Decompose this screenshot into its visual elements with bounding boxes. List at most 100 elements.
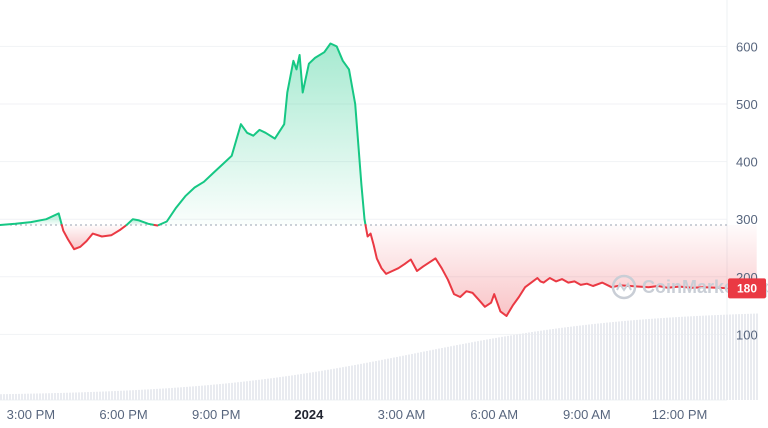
volume-bar [549,329,551,400]
volume-bar [717,314,719,400]
volume-bar [45,393,47,400]
volume-bar [117,390,119,400]
volume-bar [552,328,554,400]
volume-bar [594,323,596,400]
volume-bar [453,345,455,400]
volume-bar [618,321,620,400]
volume-bar [537,331,539,400]
volume-bar [534,331,536,400]
area-below-baseline [61,224,127,250]
last-price-badge: 180 [728,278,766,299]
volume-bar [711,315,713,400]
volume-bar [336,368,338,400]
line-segment-up [0,212,63,226]
volume-bar [303,373,305,400]
volume-bar [291,375,293,400]
volume-bar [591,324,593,400]
volume-bar [579,325,581,400]
volume-bar [600,323,602,400]
volume-bar [582,325,584,400]
volume-bar [255,380,257,400]
y-tick-label: 500 [736,97,758,112]
volume-bar [300,374,302,400]
volume-bar [648,318,650,400]
volume-bar [333,368,335,400]
volume-bar [411,353,413,400]
volume-bar [426,350,428,400]
x-tick-label: 6:00 AM [470,407,518,422]
volume-bar [573,326,575,400]
volume-bar [249,380,251,400]
volume-bar [510,335,512,400]
volume-bar [192,386,194,400]
line-segment-up [157,42,367,226]
volume-bar [210,384,212,400]
volume-bar [81,392,83,400]
volume-bar [705,315,707,400]
volume-bar [420,352,422,400]
volume-bar [240,381,242,400]
volume-bar [330,369,332,400]
volume-bar [738,314,740,400]
volume-bar [495,337,497,400]
volume-bar [555,328,557,400]
volume-bar [519,333,521,400]
volume-bar [609,322,611,400]
volume-bar [429,350,431,400]
volume-bar [531,332,533,400]
volume-bar [390,358,392,400]
volume-bar [159,388,161,400]
x-tick-label: 3:00 PM [7,407,55,422]
volume-bar [252,380,254,400]
volume-bar [168,388,170,400]
volume-bar [105,391,107,400]
volume-bar [384,359,386,400]
volume-bar [150,389,152,400]
volume-bar [261,379,263,400]
volume-bar [423,351,425,400]
volume-bar [144,389,146,400]
volume-bar [645,319,647,400]
volume-bar [327,369,329,400]
volume-bar [339,367,341,400]
volume-bar [660,318,662,400]
coinmarketcap-logo-icon [611,274,637,300]
volume-bar [489,338,491,400]
volume-bar [606,322,608,400]
y-tick-label: 100 [736,327,758,342]
volume-bar [312,372,314,400]
volume-bar [672,317,674,400]
volume-bar [753,313,755,400]
volume-bar [366,362,368,400]
volume-bar [186,386,188,400]
volume-bar [666,317,668,400]
volume-bar [480,340,482,400]
volume-bar [6,394,8,400]
volume-bar [402,355,404,400]
volume-bar [195,386,197,400]
price-line [0,42,758,317]
x-tick-label: 9:00 PM [192,407,240,422]
volume-bar [663,317,665,400]
volume-bar [174,387,176,400]
volume-bar [72,392,74,400]
volume-bar [369,362,371,400]
volume-bar [633,320,635,400]
y-tick-label: 400 [736,155,758,170]
volume-bar [459,344,461,400]
volume-bar [183,387,185,400]
volume-bar [615,321,617,400]
volume-bar [405,355,407,400]
volume-bar [363,363,365,400]
last-price-label: 180 [737,281,757,295]
volume-bar [114,391,116,400]
volume-bars [0,313,758,400]
volume-bar [456,345,458,400]
volume-bar [471,342,473,400]
volume-bar [417,352,419,400]
volume-bar [669,317,671,400]
volume-bar [696,315,698,400]
volume-bar [450,346,452,400]
x-tick-labels: 3:00 PM 6:00 PM 9:00 PM 2024 3:00 AM 6:00 AM 9… [7,407,708,422]
volume-bar [222,383,224,400]
